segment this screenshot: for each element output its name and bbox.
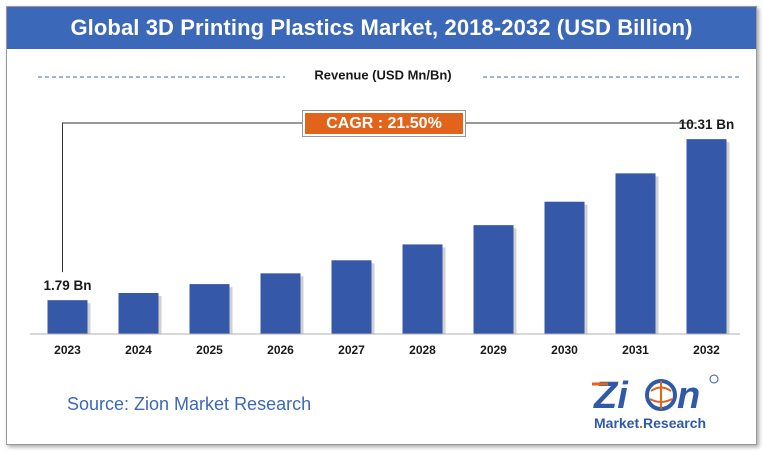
bar-2032 xyxy=(686,139,727,334)
x-tick-2030: 2030 xyxy=(551,343,578,357)
cagr-badge: CAGR : 21.50% xyxy=(302,110,466,137)
svg-text:n: n xyxy=(677,375,700,417)
x-tick-2032: 2032 xyxy=(693,343,720,357)
x-tick-2031: 2031 xyxy=(622,343,649,357)
x-tick-2029: 2029 xyxy=(480,343,507,357)
bar-2024 xyxy=(118,292,159,334)
x-tick-2025: 2025 xyxy=(196,343,223,357)
bar-2027 xyxy=(331,260,372,334)
source-text: Source: Zion Market Research xyxy=(67,394,312,414)
cagr-label: CAGR : 21.50% xyxy=(305,113,463,134)
bar-2031 xyxy=(615,173,656,334)
bar-2025 xyxy=(189,284,230,334)
cagr-leader-left xyxy=(62,122,302,273)
bar-2029 xyxy=(473,225,514,334)
bar-2028 xyxy=(402,244,443,334)
data-label-2032: 10.31 Bn xyxy=(679,117,735,132)
data-labels: 1.79 Bn 10.31 Bn xyxy=(43,117,734,293)
zion-logo-word: Zi n xyxy=(592,374,719,417)
bar-2030 xyxy=(544,201,585,334)
zion-logo: Zi n Market.Research xyxy=(592,374,719,431)
x-tick-2023: 2023 xyxy=(54,343,81,357)
bar-2026 xyxy=(260,273,301,334)
svg-text:Zi: Zi xyxy=(593,375,629,417)
data-label-2023: 1.79 Bn xyxy=(43,278,91,293)
bars-group xyxy=(47,139,730,334)
bar-2023 xyxy=(47,300,88,334)
y-axis-label: Revenue (USD Mn/Bn) xyxy=(314,67,451,82)
title-bar: Global 3D Printing Plastics Market, 2018… xyxy=(7,7,756,49)
cagr-leaders xyxy=(62,122,697,273)
zion-logo-tagline: Market.Research xyxy=(594,415,706,431)
x-tick-2026: 2026 xyxy=(267,343,294,357)
chart-title: Global 3D Printing Plastics Market, 2018… xyxy=(70,15,693,40)
x-tick-2028: 2028 xyxy=(409,343,436,357)
x-tick-labels: 2023 2024 2025 2026 2027 2028 2029 2030 2031 2032 xyxy=(54,343,720,357)
x-tick-2024: 2024 xyxy=(125,343,152,357)
x-tick-2027: 2027 xyxy=(338,343,365,357)
